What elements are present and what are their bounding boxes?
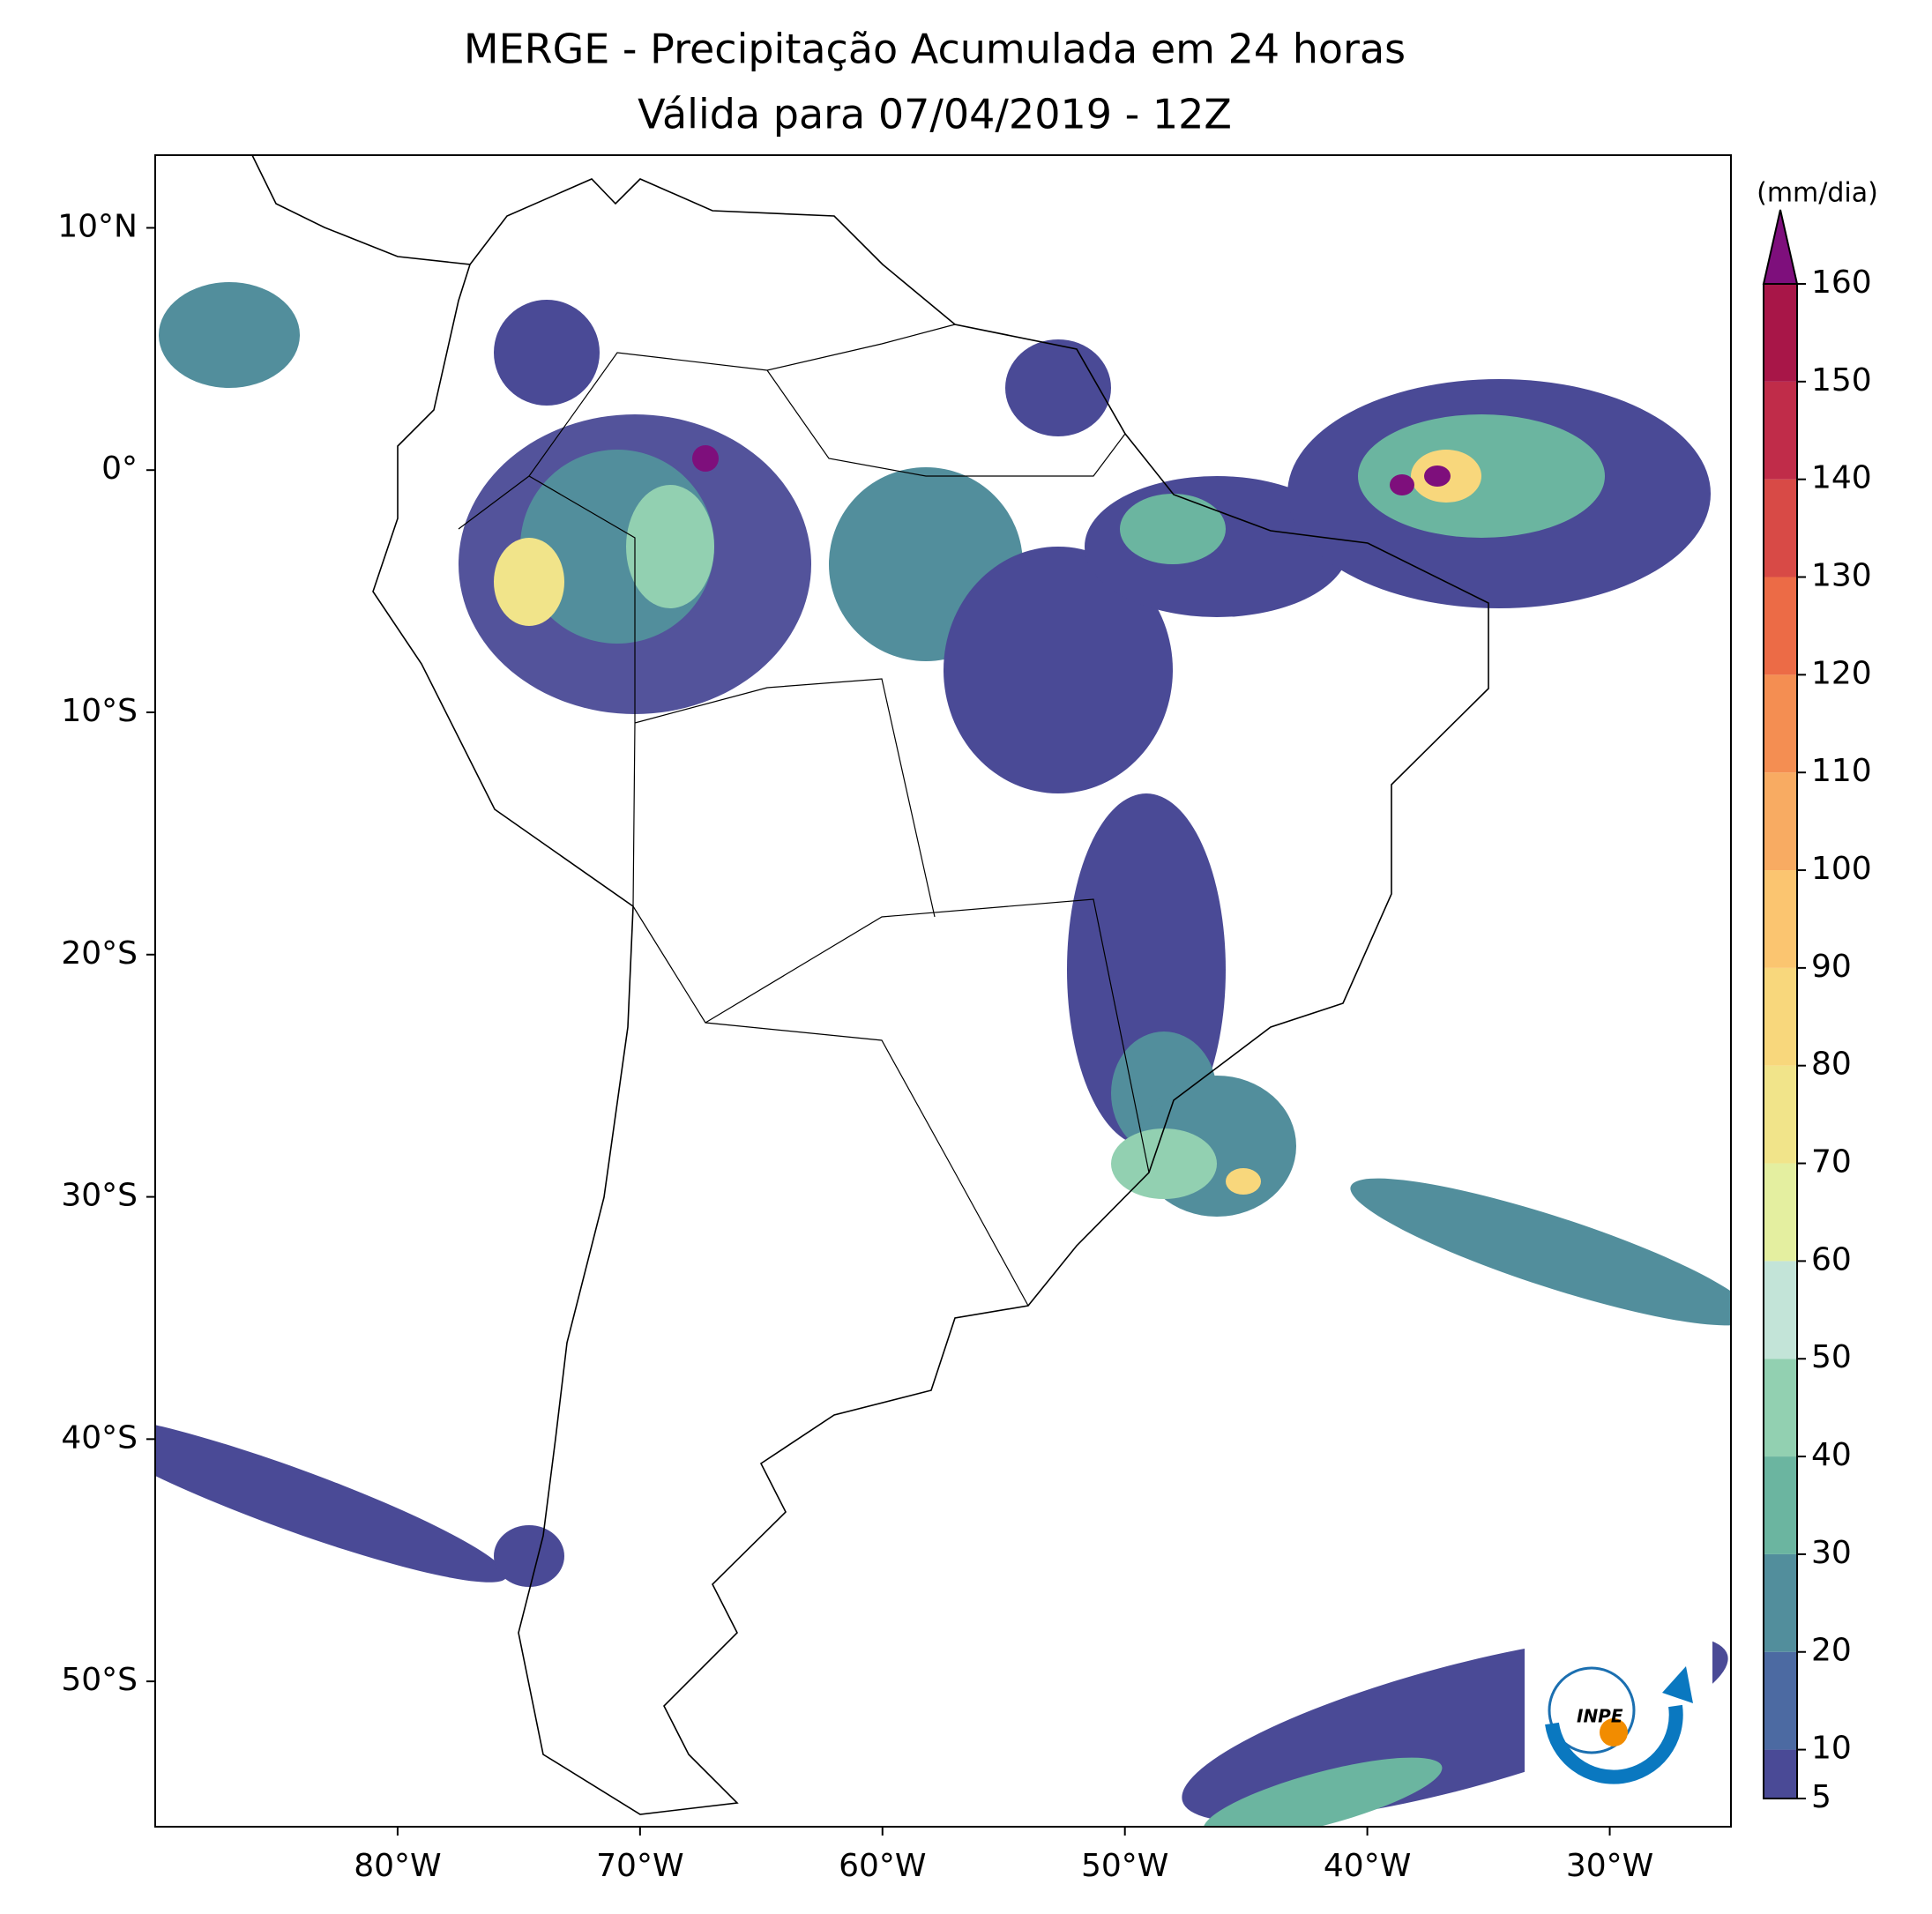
map-frame — [154, 154, 1732, 1828]
subtitle: Válida para 07/04/2019 - 12Z — [638, 91, 1232, 138]
logo: INPE — [1525, 1620, 1712, 1786]
colorbar-segment — [1764, 1749, 1797, 1799]
colorbar-tick-label: 30 — [1811, 1535, 1852, 1571]
colorbar-segment — [1764, 1456, 1797, 1554]
colorbar-tick-label: 160 — [1811, 264, 1872, 301]
country-borders — [458, 324, 1150, 1307]
colorbar-tick-label: 60 — [1811, 1241, 1852, 1277]
colorbar-segment — [1764, 479, 1797, 577]
colorbar-segment — [1764, 674, 1797, 773]
y-tick-label: 0° — [101, 451, 138, 487]
colorbar-label: (mm/dia) — [1757, 178, 1878, 209]
colorbar-segment — [1764, 772, 1797, 871]
colorbar-tick-label: 50 — [1811, 1339, 1852, 1375]
coastline — [251, 154, 1489, 1815]
colorbar-tick-label: 5 — [1811, 1779, 1831, 1815]
colorbar-tick-label: 130 — [1811, 558, 1872, 594]
colorbar-tick-label: 20 — [1811, 1633, 1852, 1669]
colorbar-tick-label: 90 — [1811, 949, 1852, 985]
y-tick-label: 30°S — [61, 1178, 138, 1214]
colorbar-segment — [1764, 870, 1797, 968]
colorbar-segment — [1764, 967, 1797, 1066]
precipitation-field — [155, 282, 1731, 1827]
colorbar-tick-label: 120 — [1811, 655, 1872, 691]
colorbar-segment — [1764, 1651, 1797, 1750]
colorbar-segment — [1764, 1261, 1797, 1359]
x-tick-label: 40°W — [1324, 1848, 1411, 1884]
colorbar-tick-label: 10 — [1811, 1731, 1852, 1767]
colorbar-segment — [1764, 577, 1797, 675]
colorbar-extend — [1762, 209, 1799, 285]
x-tick-label: 60°W — [839, 1848, 926, 1884]
y-tick-label: 50°S — [61, 1662, 138, 1698]
x-tick-label: 50°W — [1081, 1848, 1168, 1884]
title: MERGE - Precipitação Acumulada em 24 hor… — [464, 26, 1406, 73]
colorbar-segment — [1764, 1163, 1797, 1262]
colorbar-segment — [1764, 381, 1797, 480]
colorbar-tick-label: 80 — [1811, 1046, 1852, 1083]
colorbar-frame — [1763, 283, 1798, 1799]
y-tick-label: 10°N — [57, 208, 138, 244]
colorbar-segment — [1764, 1553, 1797, 1652]
x-tick-label: 70°W — [596, 1848, 683, 1884]
logo-text: INPE — [1577, 1706, 1623, 1727]
x-tick-label: 80°W — [354, 1848, 441, 1884]
colorbar-segment — [1764, 284, 1797, 382]
colorbar-tick-label: 140 — [1811, 460, 1872, 496]
y-tick-label: 40°S — [61, 1419, 138, 1456]
colorbar-tick-label: 110 — [1811, 753, 1872, 789]
colorbar-tick-label: 150 — [1811, 362, 1872, 398]
x-tick-label: 30°W — [1566, 1848, 1653, 1884]
colorbar-tick-label: 100 — [1811, 851, 1872, 887]
y-tick-label: 20°S — [61, 935, 138, 972]
colorbar-segment — [1764, 1359, 1797, 1457]
colorbar-tick-label: 70 — [1811, 1144, 1852, 1180]
colorbar-tick-label: 40 — [1811, 1437, 1852, 1473]
colorbar-segment — [1764, 1065, 1797, 1164]
y-tick-label: 10°S — [61, 693, 138, 729]
